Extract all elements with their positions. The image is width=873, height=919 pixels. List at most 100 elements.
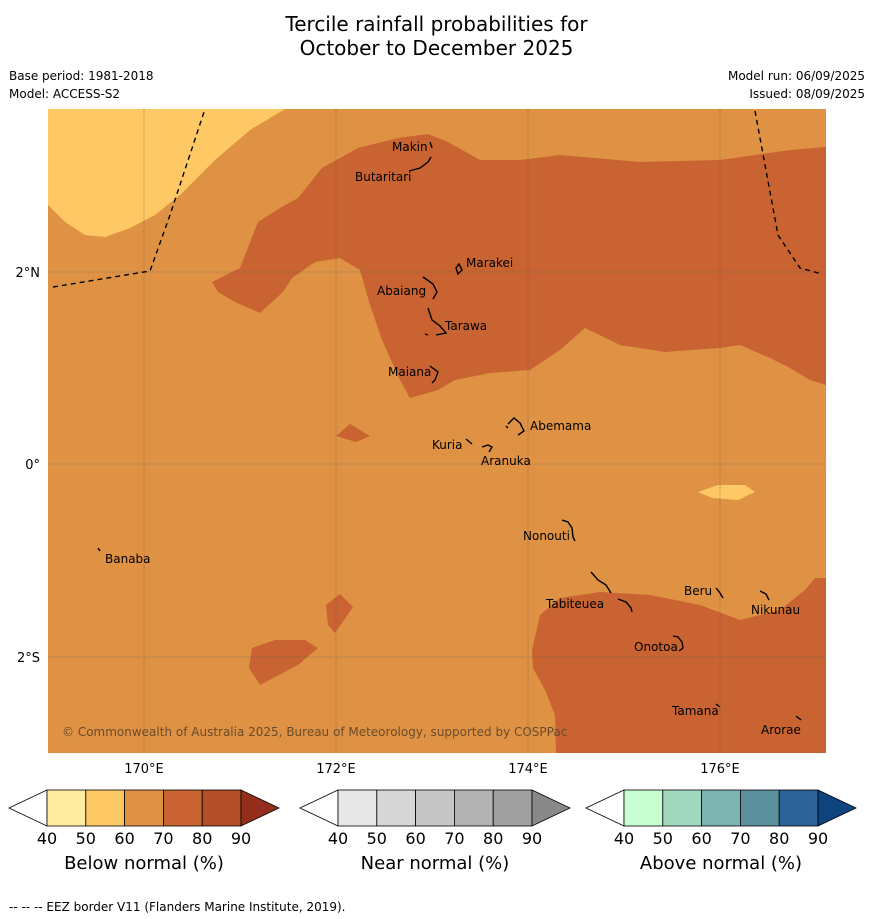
graticule: [48, 109, 826, 753]
colorbar-above-tick: 80: [769, 829, 789, 848]
label-marakei: Marakei: [466, 256, 513, 270]
lat-label-0: 0°: [25, 458, 40, 473]
colorbar-below-tick: 60: [114, 829, 134, 848]
region-60-70-patch-central: [326, 594, 353, 633]
colorbar-below-upper-extend: [240, 789, 280, 827]
eez-border-west: [52, 108, 206, 288]
eez-footnote: -- -- -- EEZ border V11 (Flanders Marine…: [9, 900, 346, 914]
colorbar-below-tick: 90: [231, 829, 251, 848]
label-tamana: Tamana: [671, 704, 719, 718]
label-makin: Makin: [392, 140, 428, 154]
colorbar-above-tick: 50: [653, 829, 673, 848]
island-butaritari-outline: [408, 156, 432, 172]
colorbar-above-tick: 70: [730, 829, 750, 848]
region-60-70-patch-kuria: [336, 424, 370, 442]
colorbar-near-tick: 50: [367, 829, 387, 848]
colorbar-near-tick: 40: [328, 829, 348, 848]
colorbar-near-upper-extend: [531, 789, 571, 827]
island-abaiang-outline: [422, 276, 438, 300]
colorbar-above-tick: 90: [808, 829, 828, 848]
colorbar-below-segment: [46, 789, 87, 827]
label-nonouti: Nonouti: [523, 529, 570, 543]
colorbar-near-lower-extend: [299, 789, 339, 827]
colorbar-near-segment: [337, 789, 378, 827]
island-maiana-outline: [429, 365, 439, 384]
colorbar-above-segment: [778, 789, 819, 827]
colorbar-near-tick: 80: [483, 829, 503, 848]
colorbar-near-segment: [492, 789, 533, 827]
label-tabiteuea: Tabiteuea: [545, 597, 604, 611]
colorbar-below-tick: 80: [192, 829, 212, 848]
island-banaba-outline: [97, 547, 101, 552]
colorbar-above-segment: [623, 789, 664, 827]
label-beru: Beru: [684, 584, 712, 598]
colorbar-below-segment: [85, 789, 126, 827]
colorbar-above-tick: 40: [614, 829, 634, 848]
copyright-notice: © Commonwealth of Australia 2025, Bureau…: [62, 725, 567, 739]
island-aranuka-outline: [481, 444, 493, 453]
colorbar-below-lower-extend: [8, 789, 48, 827]
island-labels: Makin Butaritari Marakei Abaiang Tarawa …: [105, 140, 801, 737]
region-60-70-patch-southwest: [249, 640, 318, 685]
island-beru-outline: [715, 587, 724, 599]
colorbar-above-segment: [740, 789, 780, 827]
label-butaritari: Butaritari: [355, 170, 412, 184]
lon-label-176e: 176°E: [700, 762, 740, 777]
colorbar-below-tick: 70: [153, 829, 173, 848]
island-nonouti-outline: [561, 519, 576, 542]
region-60-70-north-band: [212, 134, 826, 398]
label-abaiang: Abaiang: [377, 284, 426, 298]
island-onotoa-outline: [672, 635, 684, 652]
issued-date: Issued: 08/09/2025: [749, 87, 865, 101]
label-kuria: Kuria: [432, 438, 463, 452]
label-arorae: Arorae: [761, 723, 801, 737]
colorbar-below-segment: [124, 789, 164, 827]
lon-label-170e: 170°E: [124, 762, 164, 777]
region-50-60-east: [698, 485, 755, 500]
base-period: Base period: 1981-2018: [9, 69, 154, 83]
label-banaba: Banaba: [105, 552, 151, 566]
label-nikunau: Nikunau: [751, 603, 800, 617]
colorbar-label-below: Below normal (%): [64, 853, 224, 874]
lon-label-172e: 172°E: [316, 762, 356, 777]
colorbar-label-near: Near normal (%): [360, 853, 510, 874]
colorbar-below-tick: 40: [37, 829, 57, 848]
island-arorae-outline: [795, 715, 802, 721]
lat-label-2n: 2°N: [16, 266, 41, 281]
island-marakei-outline: [455, 262, 463, 276]
lon-label-174e: 174°E: [508, 762, 548, 777]
colorbar-above-upper-extend: [817, 789, 857, 827]
colorbar-above-lower-extend: [585, 789, 625, 827]
island-tamana-outline: [715, 703, 721, 708]
label-abemama: Abemama: [530, 419, 591, 433]
island-tabiteuea-outline: [590, 571, 633, 613]
colorbar-above-segment: [701, 789, 741, 827]
region-60-70-southeast: [532, 578, 826, 753]
colorbar-near-segment: [376, 789, 416, 827]
label-onotoa: Onotoa: [634, 640, 678, 654]
label-tarawa: Tarawa: [444, 319, 487, 333]
colorbar-near-segment: [453, 789, 494, 827]
region-50-60-northwest: [48, 109, 285, 237]
island-outlines: [97, 141, 802, 721]
eez-border-east: [754, 110, 823, 275]
island-makin-outline: [429, 141, 433, 149]
colorbar-near-tick: 90: [522, 829, 542, 848]
island-kuria-outline: [465, 438, 473, 445]
label-maiana: Maiana: [388, 365, 431, 379]
title-line-1: Tercile rainfall probabilities for: [285, 12, 588, 36]
map-title: Tercile rainfall probabilities for Octob…: [0, 12, 873, 60]
island-abemama-outline: [505, 417, 525, 436]
model-name: Model: ACCESS-S2: [9, 87, 121, 101]
colorbar-above-tick: 60: [691, 829, 711, 848]
colorbar-label-above: Above normal (%): [639, 853, 803, 874]
axis-labels: 170°E 172°E 174°E 176°E 2°N 0° 2°S: [16, 266, 740, 777]
colorbar-above-segment: [662, 789, 702, 827]
title-line-2: October to December 2025: [299, 36, 574, 60]
label-aranuka: Aranuka: [481, 454, 531, 468]
colorbar-near-tick: 70: [444, 829, 464, 848]
island-nikunau-outline: [759, 590, 770, 601]
colorbars: 40 50 60 70 80 90 40 50 60 70 80 90 40 50 60 70 80 90: [8, 789, 857, 848]
model-run: Model run: 06/09/2025: [727, 69, 865, 83]
